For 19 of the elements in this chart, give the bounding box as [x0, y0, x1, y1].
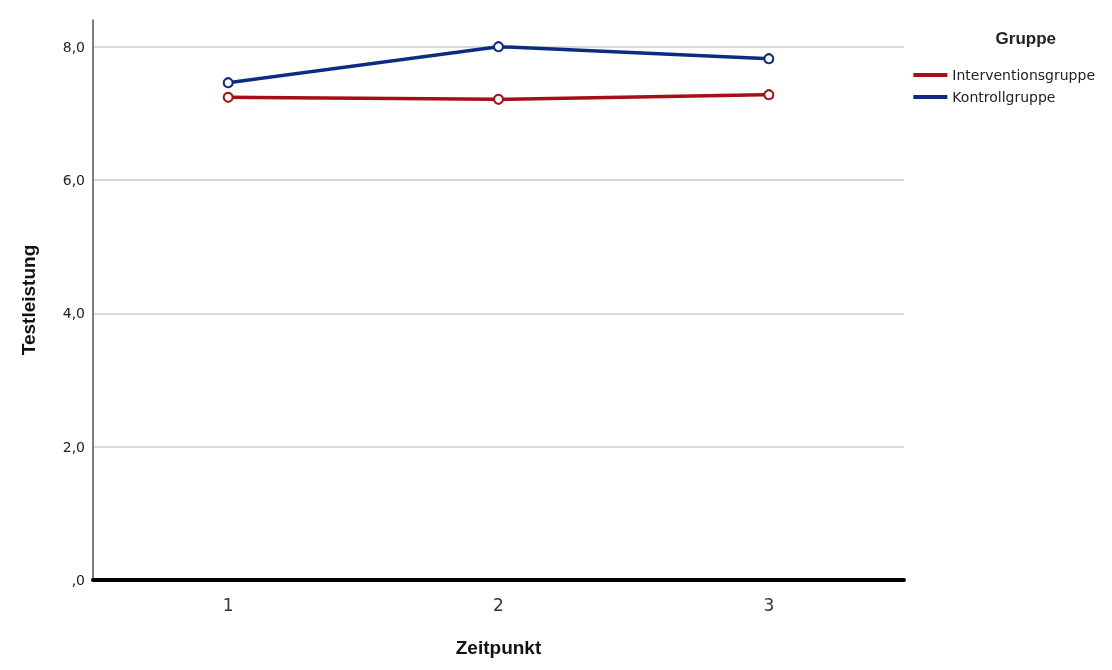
x-tick-label: 1: [222, 594, 234, 615]
point: [493, 93, 504, 105]
point: [222, 91, 234, 103]
legend-title: Gruppe: [995, 29, 1057, 48]
y-tick-label: 8,0: [62, 38, 85, 55]
legend-label: Interventionsgruppe: [952, 67, 1096, 83]
y-tick-label: 4,0: [62, 305, 85, 322]
point: [222, 77, 234, 89]
y-tick-label: 6,0: [62, 172, 85, 188]
y-tick-label: 2,0: [62, 438, 85, 455]
point: [763, 53, 775, 65]
y-axis-title: Testleistung: [18, 244, 39, 356]
x-tick-label: 3: [763, 594, 775, 615]
point: [493, 41, 504, 53]
point: [763, 89, 775, 101]
x-tick-label: 2: [493, 594, 504, 615]
x-axis-title: Zeitpunkt: [455, 637, 542, 658]
legend-label: Kontrollgruppe: [952, 89, 1056, 105]
y-tick-label: ,0: [71, 572, 85, 588]
